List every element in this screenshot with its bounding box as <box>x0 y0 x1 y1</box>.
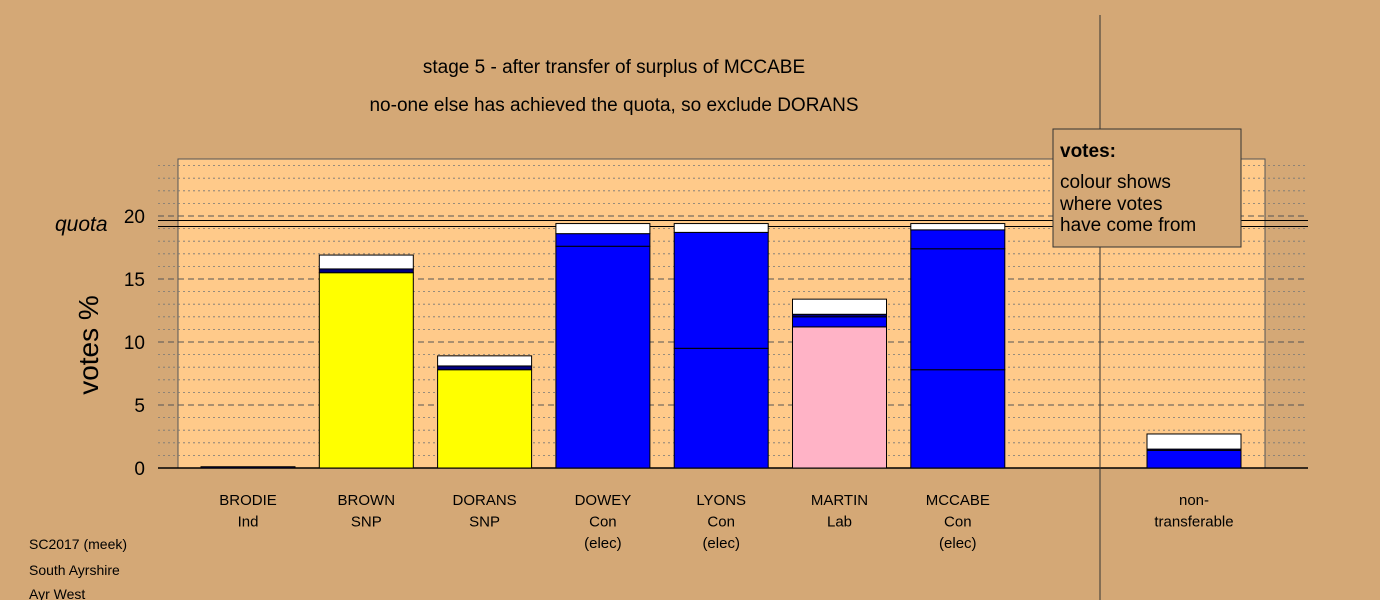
legend-line: have come from <box>1060 215 1196 236</box>
bar-brown <box>318 254 414 469</box>
bar-segment <box>910 223 1006 231</box>
footer-ward: Ayr West <box>29 586 85 600</box>
nontransferable-label: transferable <box>1154 514 1233 531</box>
bar-segment <box>437 369 533 469</box>
y-tick-label: 5 <box>134 396 145 417</box>
bar-segment <box>318 272 414 469</box>
candidate-name: BRODIE <box>219 492 277 509</box>
candidate-status: (elec) <box>702 535 740 552</box>
bar-segment <box>910 369 1006 469</box>
legend: votes: colour shows where votes have com… <box>1052 128 1242 248</box>
candidate-party: Con <box>707 514 735 531</box>
candidate-name: MARTIN <box>811 492 868 509</box>
bar-dorans <box>437 355 533 469</box>
y-tick-label: 10 <box>124 333 145 354</box>
bar-martin <box>792 298 887 469</box>
candidate-party: Ind <box>238 514 259 531</box>
bar-segment <box>437 365 533 371</box>
candidate-name: DORANS <box>453 492 517 509</box>
y-axis-label: votes % <box>73 295 104 395</box>
candidate-party: Con <box>944 514 972 531</box>
bar-segment <box>200 466 296 469</box>
nontransferable-label: non- <box>1179 492 1209 509</box>
candidate-name: LYONS <box>696 492 746 509</box>
chart-subtitle: no-one else has achieved the quota, so e… <box>369 95 858 116</box>
bar-segment <box>555 233 651 247</box>
candidate-party: Con <box>589 514 617 531</box>
footer-election: SC2017 (meek) <box>29 536 127 552</box>
candidate-name: DOWEY <box>575 492 632 509</box>
bars <box>200 223 1242 469</box>
bar-dowey <box>555 223 651 469</box>
candidate-labels: BRODIE Ind BROWN SNP DORANS SNP DOWEY Con (elec)… <box>219 492 1233 552</box>
bar-segment <box>792 298 887 315</box>
y-tick-label: 0 <box>134 459 145 480</box>
bar-segment <box>792 326 887 469</box>
y-axis: 0 5 10 15 20 <box>124 207 145 480</box>
candidate-name: BROWN <box>338 492 396 509</box>
candidate-party: SNP <box>469 514 500 531</box>
bar-segment <box>910 248 1006 371</box>
chart-title: stage 5 - after transfer of surplus of M… <box>423 57 805 78</box>
candidate-party: Lab <box>827 514 852 531</box>
bar-segment <box>792 316 887 328</box>
bar-segment <box>673 231 769 349</box>
bar-segment <box>910 229 1006 250</box>
bar-lyons <box>673 223 769 469</box>
bar-nontransferable <box>1146 433 1242 469</box>
y-tick-label: 15 <box>124 270 145 291</box>
bar-mccabe <box>910 223 1006 469</box>
bar-segment <box>437 355 533 367</box>
candidate-party: SNP <box>351 514 382 531</box>
bar-segment <box>673 347 769 469</box>
bar-segment <box>1146 433 1242 450</box>
legend-box <box>1052 128 1242 248</box>
bar-segment <box>1146 449 1242 469</box>
bar-segment <box>555 223 651 235</box>
bar-segment <box>555 245 651 469</box>
bar-segment <box>673 223 769 233</box>
legend-line: where votes <box>1059 194 1162 215</box>
bar-brodie <box>200 466 296 469</box>
footer-council: South Ayrshire <box>29 562 120 578</box>
candidate-name: MCCABE <box>926 492 990 509</box>
bar-segment <box>318 254 414 270</box>
candidate-status: (elec) <box>584 535 622 552</box>
quota-label: quota <box>55 213 108 236</box>
y-tick-label: 20 <box>124 207 145 228</box>
legend-heading: votes: <box>1060 141 1116 162</box>
candidate-status: (elec) <box>939 535 977 552</box>
legend-line: colour shows <box>1060 172 1171 193</box>
bar-segment <box>318 268 414 274</box>
